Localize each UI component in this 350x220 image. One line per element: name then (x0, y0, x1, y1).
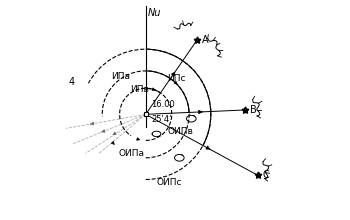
Text: A: A (202, 35, 209, 46)
Text: 25ʹ4ʹ: 25ʹ4ʹ (151, 116, 172, 125)
Text: ИПс: ИПс (167, 74, 186, 83)
Text: ОИПв: ОИПв (168, 127, 193, 136)
Text: ОИПс: ОИПс (157, 178, 182, 187)
Text: 4: 4 (69, 77, 75, 87)
Text: Nu: Nu (148, 8, 161, 18)
Text: B: B (250, 105, 257, 115)
Text: C: C (263, 170, 270, 180)
Text: ОИПа: ОИПа (119, 149, 145, 158)
Text: ИПа: ИПа (111, 72, 130, 81)
Text: ИПв: ИПв (130, 85, 149, 94)
Text: 16.00: 16.00 (151, 100, 175, 109)
